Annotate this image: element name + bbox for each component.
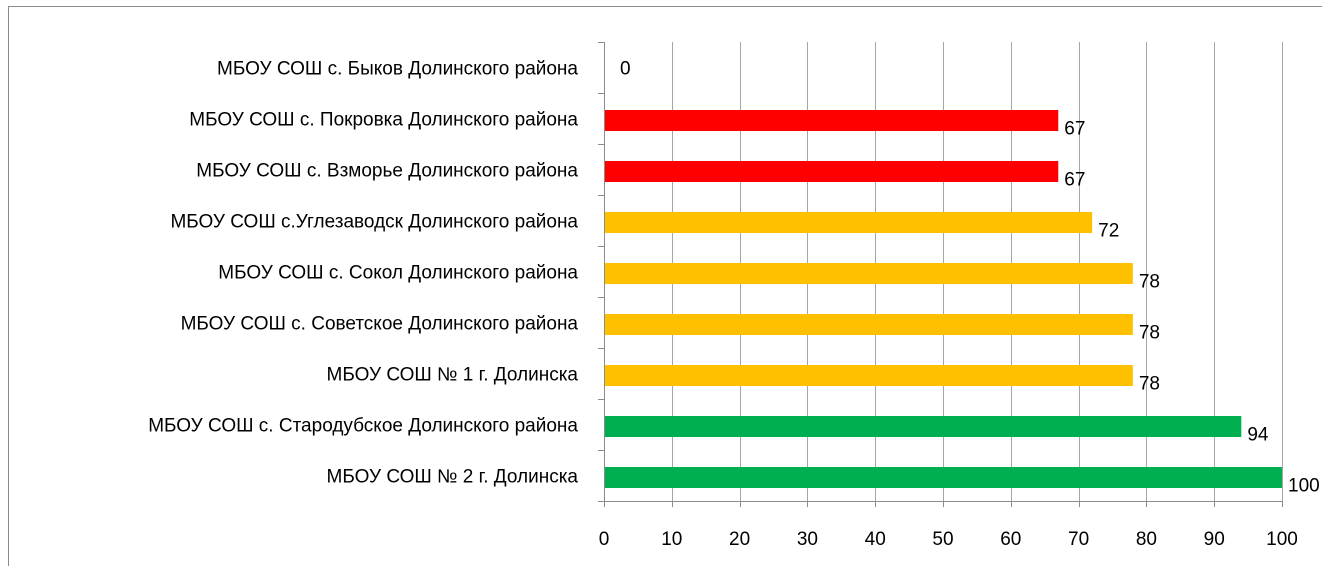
bar-8: [605, 467, 1282, 488]
category-label-7: МБОУ СОШ с. Стародубское Долинского райо…: [148, 416, 578, 437]
x-tick-label-20: 20: [729, 529, 750, 550]
value-label-8: 100: [1288, 476, 1320, 497]
x-tick-label-30: 30: [797, 529, 818, 550]
value-label-1: 67: [1064, 119, 1085, 140]
x-tick-label-40: 40: [865, 529, 886, 550]
bar-4: [605, 263, 1133, 284]
value-label-4: 78: [1139, 272, 1160, 293]
bar-3: [605, 212, 1093, 233]
x-tick-label-0: 0: [599, 529, 610, 550]
value-label-0: 0: [620, 59, 631, 80]
value-label-7: 94: [1247, 425, 1269, 446]
category-label-0: МБОУ СОШ с. Быков Долинского района: [217, 59, 578, 80]
x-tick-label-100: 100: [1266, 529, 1298, 550]
x-tick-label-90: 90: [1204, 529, 1225, 550]
value-label-2: 67: [1064, 170, 1085, 191]
bar-2: [605, 161, 1059, 182]
category-label-2: МБОУ СОШ с. Взморье Долинского района: [196, 161, 578, 182]
value-label-5: 78: [1139, 323, 1160, 344]
x-tick-label-10: 10: [661, 529, 682, 550]
bar-1: [605, 110, 1059, 131]
bar-5: [605, 314, 1133, 335]
value-label-6: 78: [1139, 374, 1160, 395]
x-tick-label-70: 70: [1068, 529, 1089, 550]
category-label-4: МБОУ СОШ с. Сокол Долинского района: [218, 263, 578, 284]
bar-7: [605, 416, 1242, 437]
category-label-3: МБОУ СОШ с.Углезаводск Долинского района: [170, 212, 578, 233]
chart-frame: [8, 6, 1322, 566]
category-label-1: МБОУ СОШ с. Покровка Долинского района: [189, 110, 578, 131]
category-label-6: МБОУ СОШ № 1 г. Долинска: [327, 365, 579, 386]
category-label-8: МБОУ СОШ № 2 г. Долинска: [327, 467, 579, 488]
bar-6: [605, 365, 1133, 386]
value-label-3: 72: [1098, 221, 1119, 242]
x-tick-label-50: 50: [932, 529, 953, 550]
category-label-5: МБОУ СОШ с. Советское Долинского района: [181, 314, 579, 335]
x-tick-label-80: 80: [1136, 529, 1157, 550]
x-tick-label-60: 60: [1000, 529, 1021, 550]
